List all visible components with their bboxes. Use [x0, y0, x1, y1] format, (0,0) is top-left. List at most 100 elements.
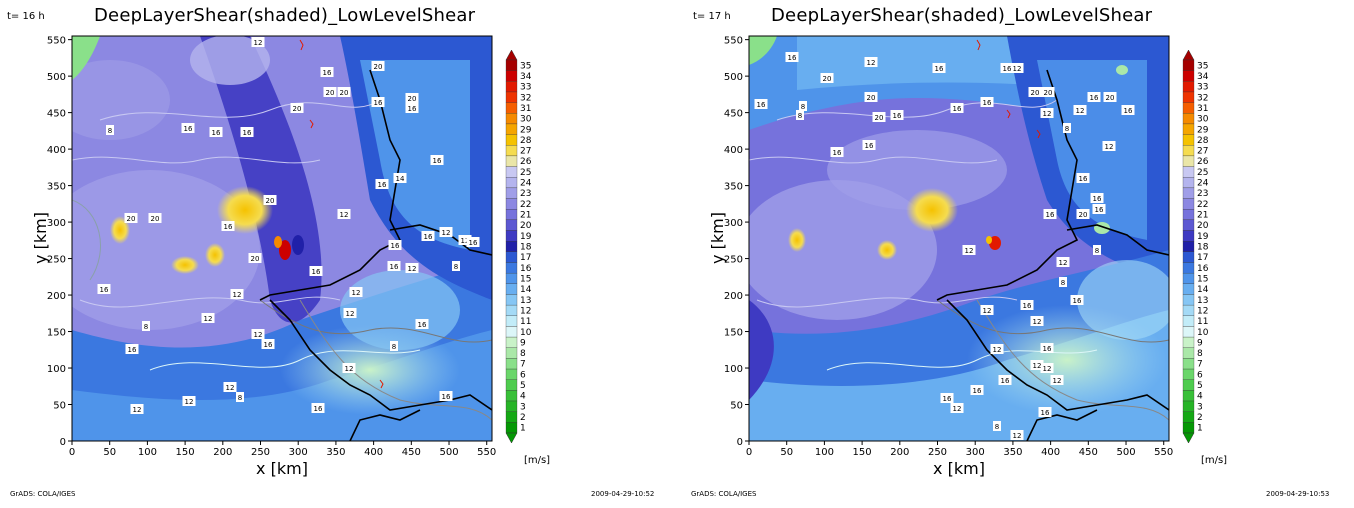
contour-label-text: 8: [995, 423, 999, 431]
contour-label-text: 16: [442, 393, 451, 401]
time-label: t= 17 h: [693, 11, 731, 22]
contour-label-text: 16: [264, 341, 273, 349]
contour-label: 12: [962, 245, 976, 255]
contour-label: 12: [251, 329, 265, 339]
contour-label-text: 20: [1044, 89, 1053, 97]
contour-label-text: 12: [204, 315, 213, 323]
colorbar-level-label: 1: [1197, 424, 1203, 434]
colorbar-level-label: 24: [520, 179, 532, 189]
colorbar-swatch: [1182, 347, 1195, 359]
contour-label-text: 16: [953, 105, 962, 113]
contour-label: 16: [1043, 209, 1057, 219]
colorbar-level-label: 11: [1197, 317, 1208, 327]
contour-label-text: 16: [100, 286, 109, 294]
contour-label-text: 16: [408, 105, 417, 113]
contour-label: 8: [142, 321, 150, 331]
contour-label: 16: [221, 221, 235, 231]
contour-label-text: 8: [798, 112, 802, 120]
contour-label: 20: [405, 93, 419, 103]
contour-label-text: 8: [108, 127, 112, 135]
contour-label: 12: [1040, 108, 1054, 118]
contour-label-text: 20: [340, 89, 349, 97]
colorbar-swatch: [505, 91, 518, 103]
colorbar-swatch: [505, 358, 518, 370]
colorbar-level-label: 4: [1197, 392, 1203, 402]
contour-label: 16: [405, 103, 419, 113]
contour-label-text: 16: [418, 321, 427, 329]
contour-label-text: 16: [1001, 377, 1010, 385]
colorbar-swatch: [1182, 81, 1195, 93]
colorbar-level-label: 21: [520, 211, 531, 221]
x-tick-label: 150: [176, 447, 195, 458]
colorbar-swatch: [505, 347, 518, 359]
contour-label: 16: [1000, 63, 1014, 73]
contour-label-text: 16: [893, 112, 902, 120]
y-tick-label: 200: [724, 291, 743, 302]
contour-label: 12: [349, 287, 363, 297]
colorbar-level-label: 33: [520, 83, 531, 93]
colorbar-level-label: 13: [520, 296, 531, 306]
contour-label-text: 20: [151, 215, 160, 223]
colorbar-swatch: [1182, 91, 1195, 103]
y-axis-ticks: 0 50 100 150 200 250 300 350 400 450 500 550: [724, 36, 749, 448]
colorbar-swatch: [1182, 166, 1195, 178]
contour-label: 16: [950, 103, 964, 113]
contour-label-text: 12: [345, 365, 354, 373]
colorbar-level-label: 26: [1197, 157, 1209, 167]
contour-label-text: 8: [144, 323, 148, 331]
colorbar-level-label: 21: [1197, 211, 1208, 221]
colorbar-level-label: 5: [1197, 381, 1203, 391]
contour-label-text: 16: [433, 157, 442, 165]
contour-label: 12: [1102, 141, 1116, 151]
contour-label: 20: [124, 213, 138, 223]
contour-label: 16: [311, 403, 325, 413]
contour-label-text: 12: [953, 405, 962, 413]
colorbar-swatch: [1182, 102, 1195, 114]
contour-label: 16: [371, 97, 385, 107]
contour-label: 16: [430, 155, 444, 165]
contour-label: 20: [1103, 92, 1117, 102]
contour-label: 16: [785, 52, 799, 62]
contour-label-text: 16: [312, 268, 321, 276]
x-tick-label: 450: [1079, 447, 1098, 458]
colorbar-level-label: 10: [520, 328, 532, 338]
contour-label-text: 12: [226, 384, 235, 392]
x-tick-label: 250: [251, 447, 270, 458]
colorbar-swatch: [1182, 379, 1195, 391]
contour-label: 20: [148, 213, 162, 223]
colorbar-level-label: 20: [520, 221, 532, 231]
colorbar-swatch: [505, 81, 518, 93]
contour-label-text: 16: [128, 346, 137, 354]
contour-label-text: 16: [1079, 175, 1088, 183]
colorbar-level-label: 23: [1197, 189, 1208, 199]
x-tick-label: 0: [746, 447, 752, 458]
contour-label: 20: [820, 73, 834, 83]
colorbar-level-label: 20: [1197, 221, 1209, 231]
contour-label-text: 20: [408, 95, 417, 103]
contour-label-text: 12: [1033, 362, 1042, 370]
y-tick-label: 200: [47, 291, 66, 302]
contour-label: 12: [980, 305, 994, 315]
colorbar-level-label: 16: [520, 264, 532, 274]
y-axis-ticks: 0 50 100 150 200 250 300 350 400 450 500 550: [47, 36, 72, 448]
contour-label-text: 20: [326, 89, 335, 97]
colorbar-level-label: 9: [1197, 338, 1203, 348]
contour-label-text: 20: [867, 94, 876, 102]
x-tick-label: 400: [364, 447, 383, 458]
colorbar-swatch: [1182, 241, 1195, 252]
colorbar-swatch: [505, 400, 518, 412]
contour-label-text: 20: [875, 114, 884, 122]
colorbar-swatch: [1182, 422, 1195, 434]
contour-label: 8: [1063, 123, 1071, 133]
contour-label-text: 16: [973, 387, 982, 395]
contour-label-text: 12: [1059, 259, 1068, 267]
contour-label-text: 8: [1095, 247, 1099, 255]
colorbar-swatch: [1182, 411, 1195, 423]
colorbar-level-label: 14: [1197, 285, 1209, 295]
colorbar-swatch: [505, 177, 518, 189]
contour-label: 16: [439, 391, 453, 401]
colorbar-swatch: [1182, 187, 1195, 199]
colorbar-level-label: 15: [1197, 274, 1208, 284]
